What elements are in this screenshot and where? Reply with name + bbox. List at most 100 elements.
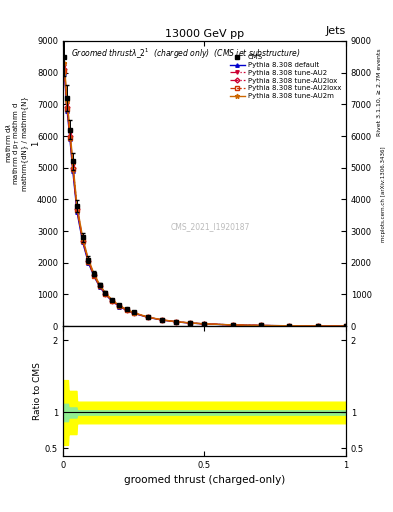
Pythia 8.308 tune-AU2 xyxy=(110,297,115,304)
Pythia 8.308 tune-AU2lox xyxy=(315,323,320,329)
Pythia 8.308 tune-AU2m xyxy=(62,60,67,66)
Pythia 8.308 tune-AU2 xyxy=(75,204,79,210)
Pythia 8.308 tune-AU2 xyxy=(68,130,72,136)
Pythia 8.308 tune-AU2m xyxy=(174,318,178,325)
Pythia 8.308 tune-AU2loxx xyxy=(75,207,79,213)
Pythia 8.308 tune-AU2lox xyxy=(124,307,129,313)
Text: mathrm d$\lambda$: mathrm d$\lambda$ xyxy=(4,123,13,163)
Pythia 8.308 tune-AU2lox xyxy=(75,206,79,212)
Pythia 8.308 tune-AU2m xyxy=(110,297,115,303)
Line: Pythia 8.308 tune-AU2m: Pythia 8.308 tune-AU2m xyxy=(62,61,348,329)
Pythia 8.308 tune-AU2m xyxy=(343,323,348,329)
Pythia 8.308 tune-AU2 xyxy=(103,290,108,296)
Pythia 8.308 tune-AU2lox xyxy=(80,238,85,244)
Pythia 8.308 tune-AU2m xyxy=(75,203,79,209)
Pythia 8.308 default xyxy=(70,168,75,174)
Pythia 8.308 tune-AU2lox xyxy=(103,291,108,297)
Pythia 8.308 tune-AU2 xyxy=(343,323,348,329)
Pythia 8.308 default xyxy=(145,314,150,321)
Pythia 8.308 tune-AU2loxx xyxy=(188,320,193,326)
Line: Pythia 8.308 tune-AU2loxx: Pythia 8.308 tune-AU2loxx xyxy=(62,69,347,328)
Pythia 8.308 tune-AU2lox xyxy=(131,310,136,316)
Pythia 8.308 tune-AU2loxx xyxy=(80,238,85,244)
Pythia 8.308 tune-AU2m xyxy=(259,323,263,329)
Line: Pythia 8.308 default: Pythia 8.308 default xyxy=(62,71,347,328)
Pythia 8.308 tune-AU2 xyxy=(117,303,122,309)
Pythia 8.308 tune-AU2loxx xyxy=(110,298,115,304)
Pythia 8.308 tune-AU2 xyxy=(174,318,178,325)
Pythia 8.308 tune-AU2m xyxy=(68,126,72,133)
Pythia 8.308 default xyxy=(75,209,79,215)
Pythia 8.308 tune-AU2loxx xyxy=(70,165,75,172)
Pythia 8.308 tune-AU2loxx xyxy=(131,310,136,316)
Pythia 8.308 tune-AU2 xyxy=(287,323,292,329)
Pythia 8.308 default xyxy=(343,323,348,329)
Pythia 8.308 tune-AU2loxx xyxy=(92,272,96,279)
Pythia 8.308 tune-AU2loxx xyxy=(315,323,320,329)
Pythia 8.308 default xyxy=(287,323,292,329)
Pythia 8.308 tune-AU2m xyxy=(103,290,108,296)
Pythia 8.308 default xyxy=(174,319,178,325)
Pythia 8.308 default xyxy=(110,298,115,305)
Pythia 8.308 tune-AU2 xyxy=(65,101,70,108)
Pythia 8.308 tune-AU2loxx xyxy=(117,303,122,309)
Pythia 8.308 tune-AU2m xyxy=(315,323,320,329)
Pythia 8.308 tune-AU2 xyxy=(259,323,263,329)
Text: CMS_2021_I1920187: CMS_2021_I1920187 xyxy=(170,222,250,231)
Pythia 8.308 tune-AU2lox xyxy=(343,323,348,329)
Pythia 8.308 tune-AU2lox xyxy=(202,321,207,327)
Title: 13000 GeV pp: 13000 GeV pp xyxy=(165,29,244,39)
Pythia 8.308 tune-AU2lox xyxy=(62,67,67,73)
Pythia 8.308 tune-AU2m xyxy=(202,321,207,327)
Pythia 8.308 default xyxy=(86,260,91,266)
Pythia 8.308 default xyxy=(80,239,85,245)
Line: Pythia 8.308 tune-AU2: Pythia 8.308 tune-AU2 xyxy=(62,65,347,328)
Pythia 8.308 default xyxy=(117,304,122,310)
Pythia 8.308 tune-AU2loxx xyxy=(65,106,70,112)
Pythia 8.308 tune-AU2 xyxy=(145,314,150,320)
Pythia 8.308 tune-AU2 xyxy=(131,310,136,316)
Pythia 8.308 default xyxy=(131,310,136,316)
Pythia 8.308 tune-AU2m xyxy=(86,256,91,262)
Pythia 8.308 tune-AU2lox xyxy=(97,283,102,289)
Pythia 8.308 tune-AU2 xyxy=(80,236,85,242)
Pythia 8.308 default xyxy=(97,284,102,290)
Pythia 8.308 tune-AU2 xyxy=(92,271,96,278)
Line: Pythia 8.308 tune-AU2lox: Pythia 8.308 tune-AU2lox xyxy=(62,68,347,328)
Pythia 8.308 tune-AU2loxx xyxy=(86,259,91,265)
Pythia 8.308 default xyxy=(68,136,72,142)
Pythia 8.308 tune-AU2loxx xyxy=(97,283,102,289)
Pythia 8.308 tune-AU2loxx xyxy=(259,323,263,329)
Pythia 8.308 tune-AU2lox xyxy=(174,319,178,325)
Pythia 8.308 tune-AU2lox xyxy=(160,317,164,323)
Pythia 8.308 tune-AU2loxx xyxy=(174,319,178,325)
Pythia 8.308 tune-AU2 xyxy=(86,257,91,263)
Pythia 8.308 tune-AU2m xyxy=(124,306,129,312)
Pythia 8.308 default xyxy=(230,322,235,328)
Y-axis label: Ratio to CMS: Ratio to CMS xyxy=(33,362,42,420)
Pythia 8.308 tune-AU2 xyxy=(70,161,75,167)
Pythia 8.308 default xyxy=(124,307,129,313)
Pythia 8.308 tune-AU2loxx xyxy=(343,323,348,329)
Pythia 8.308 tune-AU2lox xyxy=(65,104,70,111)
Text: Groomed thrust$\lambda\_2^1$  (charged only)  (CMS jet substructure): Groomed thrust$\lambda\_2^1$ (charged on… xyxy=(72,47,301,61)
Pythia 8.308 tune-AU2lox xyxy=(70,164,75,170)
Pythia 8.308 tune-AU2 xyxy=(160,317,164,323)
Pythia 8.308 tune-AU2m xyxy=(70,159,75,165)
Pythia 8.308 default xyxy=(160,317,164,323)
Pythia 8.308 tune-AU2m xyxy=(188,320,193,326)
Pythia 8.308 tune-AU2loxx xyxy=(124,307,129,313)
Pythia 8.308 tune-AU2lox xyxy=(145,314,150,321)
Pythia 8.308 default xyxy=(103,291,108,297)
Text: mathrm d p$_T$ mathrm d: mathrm d p$_T$ mathrm d xyxy=(12,102,22,185)
Pythia 8.308 tune-AU2loxx xyxy=(160,317,164,323)
Pythia 8.308 tune-AU2m xyxy=(131,309,136,315)
Text: mcplots.cern.ch [arXiv:1306.3436]: mcplots.cern.ch [arXiv:1306.3436] xyxy=(381,147,386,242)
Legend: CMS, Pythia 8.308 default, Pythia 8.308 tune-AU2, Pythia 8.308 tune-AU2lox, Pyth: CMS, Pythia 8.308 default, Pythia 8.308 … xyxy=(228,53,342,100)
Pythia 8.308 tune-AU2m xyxy=(80,234,85,241)
Text: mathrm{dN} / mathrm{N}: mathrm{dN} / mathrm{N} xyxy=(22,96,28,191)
Pythia 8.308 tune-AU2m xyxy=(230,322,235,328)
Pythia 8.308 tune-AU2lox xyxy=(110,298,115,304)
Pythia 8.308 tune-AU2m xyxy=(97,282,102,288)
Pythia 8.308 tune-AU2lox xyxy=(287,323,292,329)
